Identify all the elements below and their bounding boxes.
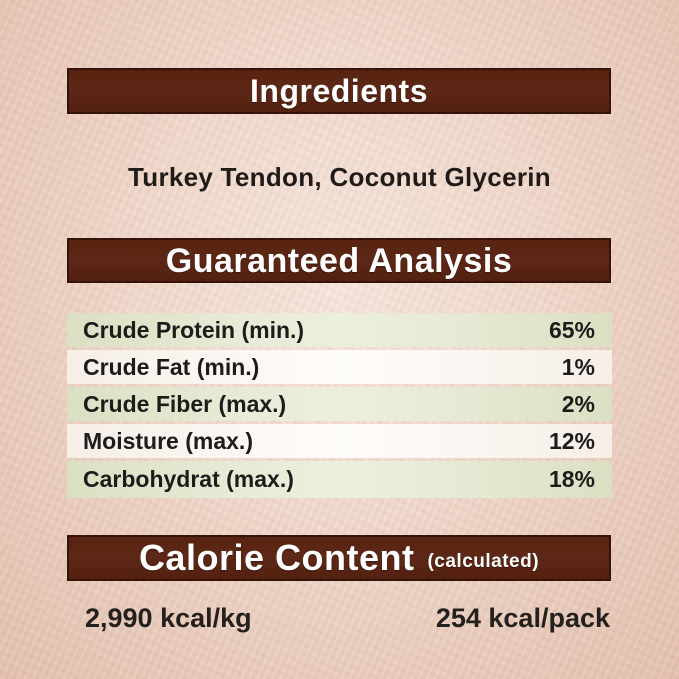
analysis-row-value: 18% <box>548 466 595 492</box>
calorie-per-pack: 254 kcal/pack <box>435 603 610 633</box>
analysis-row: Moisture (max.) 12% <box>67 424 612 458</box>
analysis-row-value: 12% <box>548 427 595 454</box>
analysis-row: Crude Fat (min.) 1% <box>67 350 612 384</box>
calorie-content-banner: Calorie Content (calculated) <box>67 535 611 581</box>
ingredients-list: Turkey Tendon, Coconut Glycerin <box>128 162 551 192</box>
analysis-row: Carbohydrat (max.) 18% <box>67 461 612 498</box>
ingredients-banner: Ingredients <box>67 68 611 114</box>
ingredients-title: Ingredients <box>250 73 428 109</box>
analysis-row: Crude Protein (min.) 65% <box>67 313 612 347</box>
analysis-row-label: Crude Fat (min.) <box>83 353 260 380</box>
analysis-row-label: Crude Fiber (max.) <box>83 390 287 417</box>
calorie-values: 2,990 kcal/kg 254 kcal/pack <box>67 603 612 634</box>
analysis-row-label: Moisture (max.) <box>83 427 253 454</box>
calorie-per-kg: 2,990 kcal/kg <box>85 603 252 633</box>
analysis-row-value: 65% <box>548 316 595 343</box>
calorie-content-subtitle: (calculated) <box>427 551 540 572</box>
guaranteed-analysis-title: Guaranteed Analysis <box>165 241 513 280</box>
analysis-row: Crude Fiber (max.) 2% <box>67 387 612 421</box>
analysis-row-value: 1% <box>561 353 595 380</box>
analysis-row-label: Carbohydrat (max.) <box>83 466 294 492</box>
analysis-row-value: 2% <box>561 390 595 417</box>
guaranteed-analysis-table: Crude Protein (min.) 65% Crude Fat (min.) 1… <box>67 313 612 501</box>
guaranteed-analysis-banner: Guaranteed Analysis <box>67 238 611 283</box>
calorie-content-title: Calorie Content <box>138 537 415 578</box>
analysis-row-label: Crude Protein (min.) <box>83 316 305 343</box>
